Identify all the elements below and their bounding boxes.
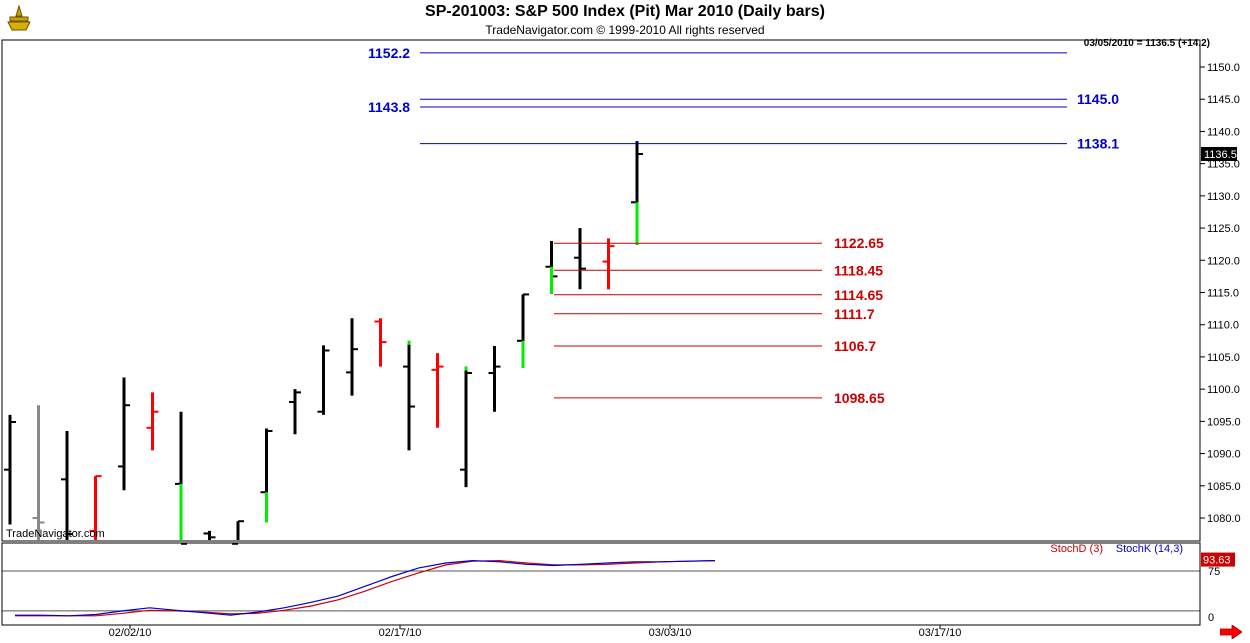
- y-tick-label: 1125.0: [1207, 223, 1240, 235]
- price-bar: [460, 366, 472, 488]
- x-tick-label: 02/17/10: [379, 627, 422, 639]
- stoch-y-tick-label: 0: [1208, 612, 1214, 624]
- x-tick-label: 02/02/10: [109, 627, 152, 639]
- y-tick-label: 1105.0: [1207, 352, 1240, 364]
- price-bar: [146, 392, 159, 451]
- price-level: 1111.7: [554, 306, 875, 322]
- tradenavigator-logo-icon: [7, 4, 31, 31]
- y-tick-label: 1095.0: [1207, 416, 1241, 428]
- stoch-last-value-label: 93.63: [1203, 555, 1231, 567]
- y-tick-label: 1115.0: [1207, 288, 1239, 300]
- y-tick-label: 1085.0: [1207, 481, 1241, 493]
- y-tick-label: 1130.0: [1207, 191, 1240, 203]
- price-bar: [602, 238, 615, 290]
- price-bar: [631, 141, 643, 245]
- last-price-info: 03/05/2010 = 1136.5 (+14.2): [1083, 38, 1210, 49]
- y-tick-label: 1135.0: [1207, 159, 1240, 171]
- y-tick-label: 1090.0: [1207, 449, 1241, 461]
- price-bar: [118, 377, 130, 491]
- price-bar: [488, 345, 501, 412]
- level-label: 1118.45: [834, 262, 883, 278]
- y-tick-label: 1100.0: [1207, 384, 1240, 396]
- watermark: TradeNavigator.com: [6, 528, 105, 540]
- price-bar: [61, 431, 73, 540]
- y-tick-label: 1120.0: [1207, 255, 1240, 267]
- price-bar: [89, 475, 102, 540]
- last-price-box: [1201, 146, 1237, 161]
- price-level: 1143.8: [368, 99, 1067, 115]
- price-level: 1152.2: [368, 45, 1067, 61]
- legend-stochk: StochK (14,3): [1115, 543, 1183, 555]
- price-level: 1118.45: [554, 262, 883, 278]
- price-bar: [545, 240, 558, 294]
- scroll-right-arrow-icon[interactable]: [1220, 625, 1242, 639]
- y-tick-label: 1080.0: [1207, 513, 1241, 525]
- price-panel: 1080.0 1085.0 1090.0 1095.0 1100.0 1105.0 1110…: [4, 45, 1241, 545]
- stoch-y-tick-label: 75: [1208, 566, 1220, 578]
- level-label: 1122.65: [834, 235, 884, 251]
- price-bar: [232, 520, 244, 545]
- x-tick-label: 03/03/10: [649, 627, 692, 639]
- y-tick-label: 1145.0: [1207, 94, 1240, 106]
- price-bar: [32, 405, 45, 540]
- chart-title: SP-201003: S&P 500 Index (Pit) Mar 2010 …: [425, 3, 825, 20]
- level-label: 1152.2: [368, 45, 410, 61]
- price-bar: [374, 318, 387, 367]
- chart-subtitle: TradeNavigator.com © 1999-2010 All right…: [485, 23, 765, 37]
- stoch-plot-frame: [1, 542, 1201, 626]
- level-label: 1098.65: [834, 390, 885, 406]
- price-bar: [517, 293, 529, 368]
- y-tick-label: 1140.0: [1207, 126, 1240, 138]
- stoch-series-line: [15, 559, 716, 617]
- price-level: 1098.65: [554, 390, 885, 406]
- level-label: 1114.65: [834, 287, 883, 303]
- price-bar: [175, 411, 187, 545]
- price-level: 1122.65: [554, 235, 884, 251]
- level-label: 1145.0: [1077, 91, 1119, 107]
- price-bar: [203, 530, 216, 540]
- y-tick-label: 1150.0: [1207, 62, 1240, 74]
- price-bar: [431, 353, 444, 428]
- price-level: 1114.65: [554, 287, 883, 303]
- price-bar: [574, 228, 586, 290]
- last-price-label: 1136.5: [1204, 149, 1237, 161]
- level-label: 1111.7: [834, 306, 875, 322]
- price-bar: [317, 345, 330, 415]
- y-tick-label: 1110.0: [1207, 320, 1239, 332]
- level-label: 1143.8: [368, 99, 410, 115]
- price-bar: [260, 428, 273, 523]
- stoch-series-line: [15, 559, 716, 617]
- stoch-last-value-box: [1201, 552, 1235, 567]
- price-bar: [289, 389, 301, 435]
- x-tick-label: 03/17/10: [919, 627, 962, 639]
- level-label: 1138.1: [1077, 136, 1119, 152]
- price-bar: [346, 318, 358, 396]
- price-level: 1106.7: [554, 338, 876, 354]
- level-label: 1106.7: [834, 338, 876, 354]
- price-plot-frame: [1, 39, 1201, 542]
- price-level: 1138.1: [420, 136, 1119, 152]
- price-bar: [4, 414, 16, 525]
- price-level: 1145.0: [420, 91, 1119, 107]
- legend-stochd: StochD (3): [1050, 543, 1103, 555]
- price-bar: [403, 340, 415, 451]
